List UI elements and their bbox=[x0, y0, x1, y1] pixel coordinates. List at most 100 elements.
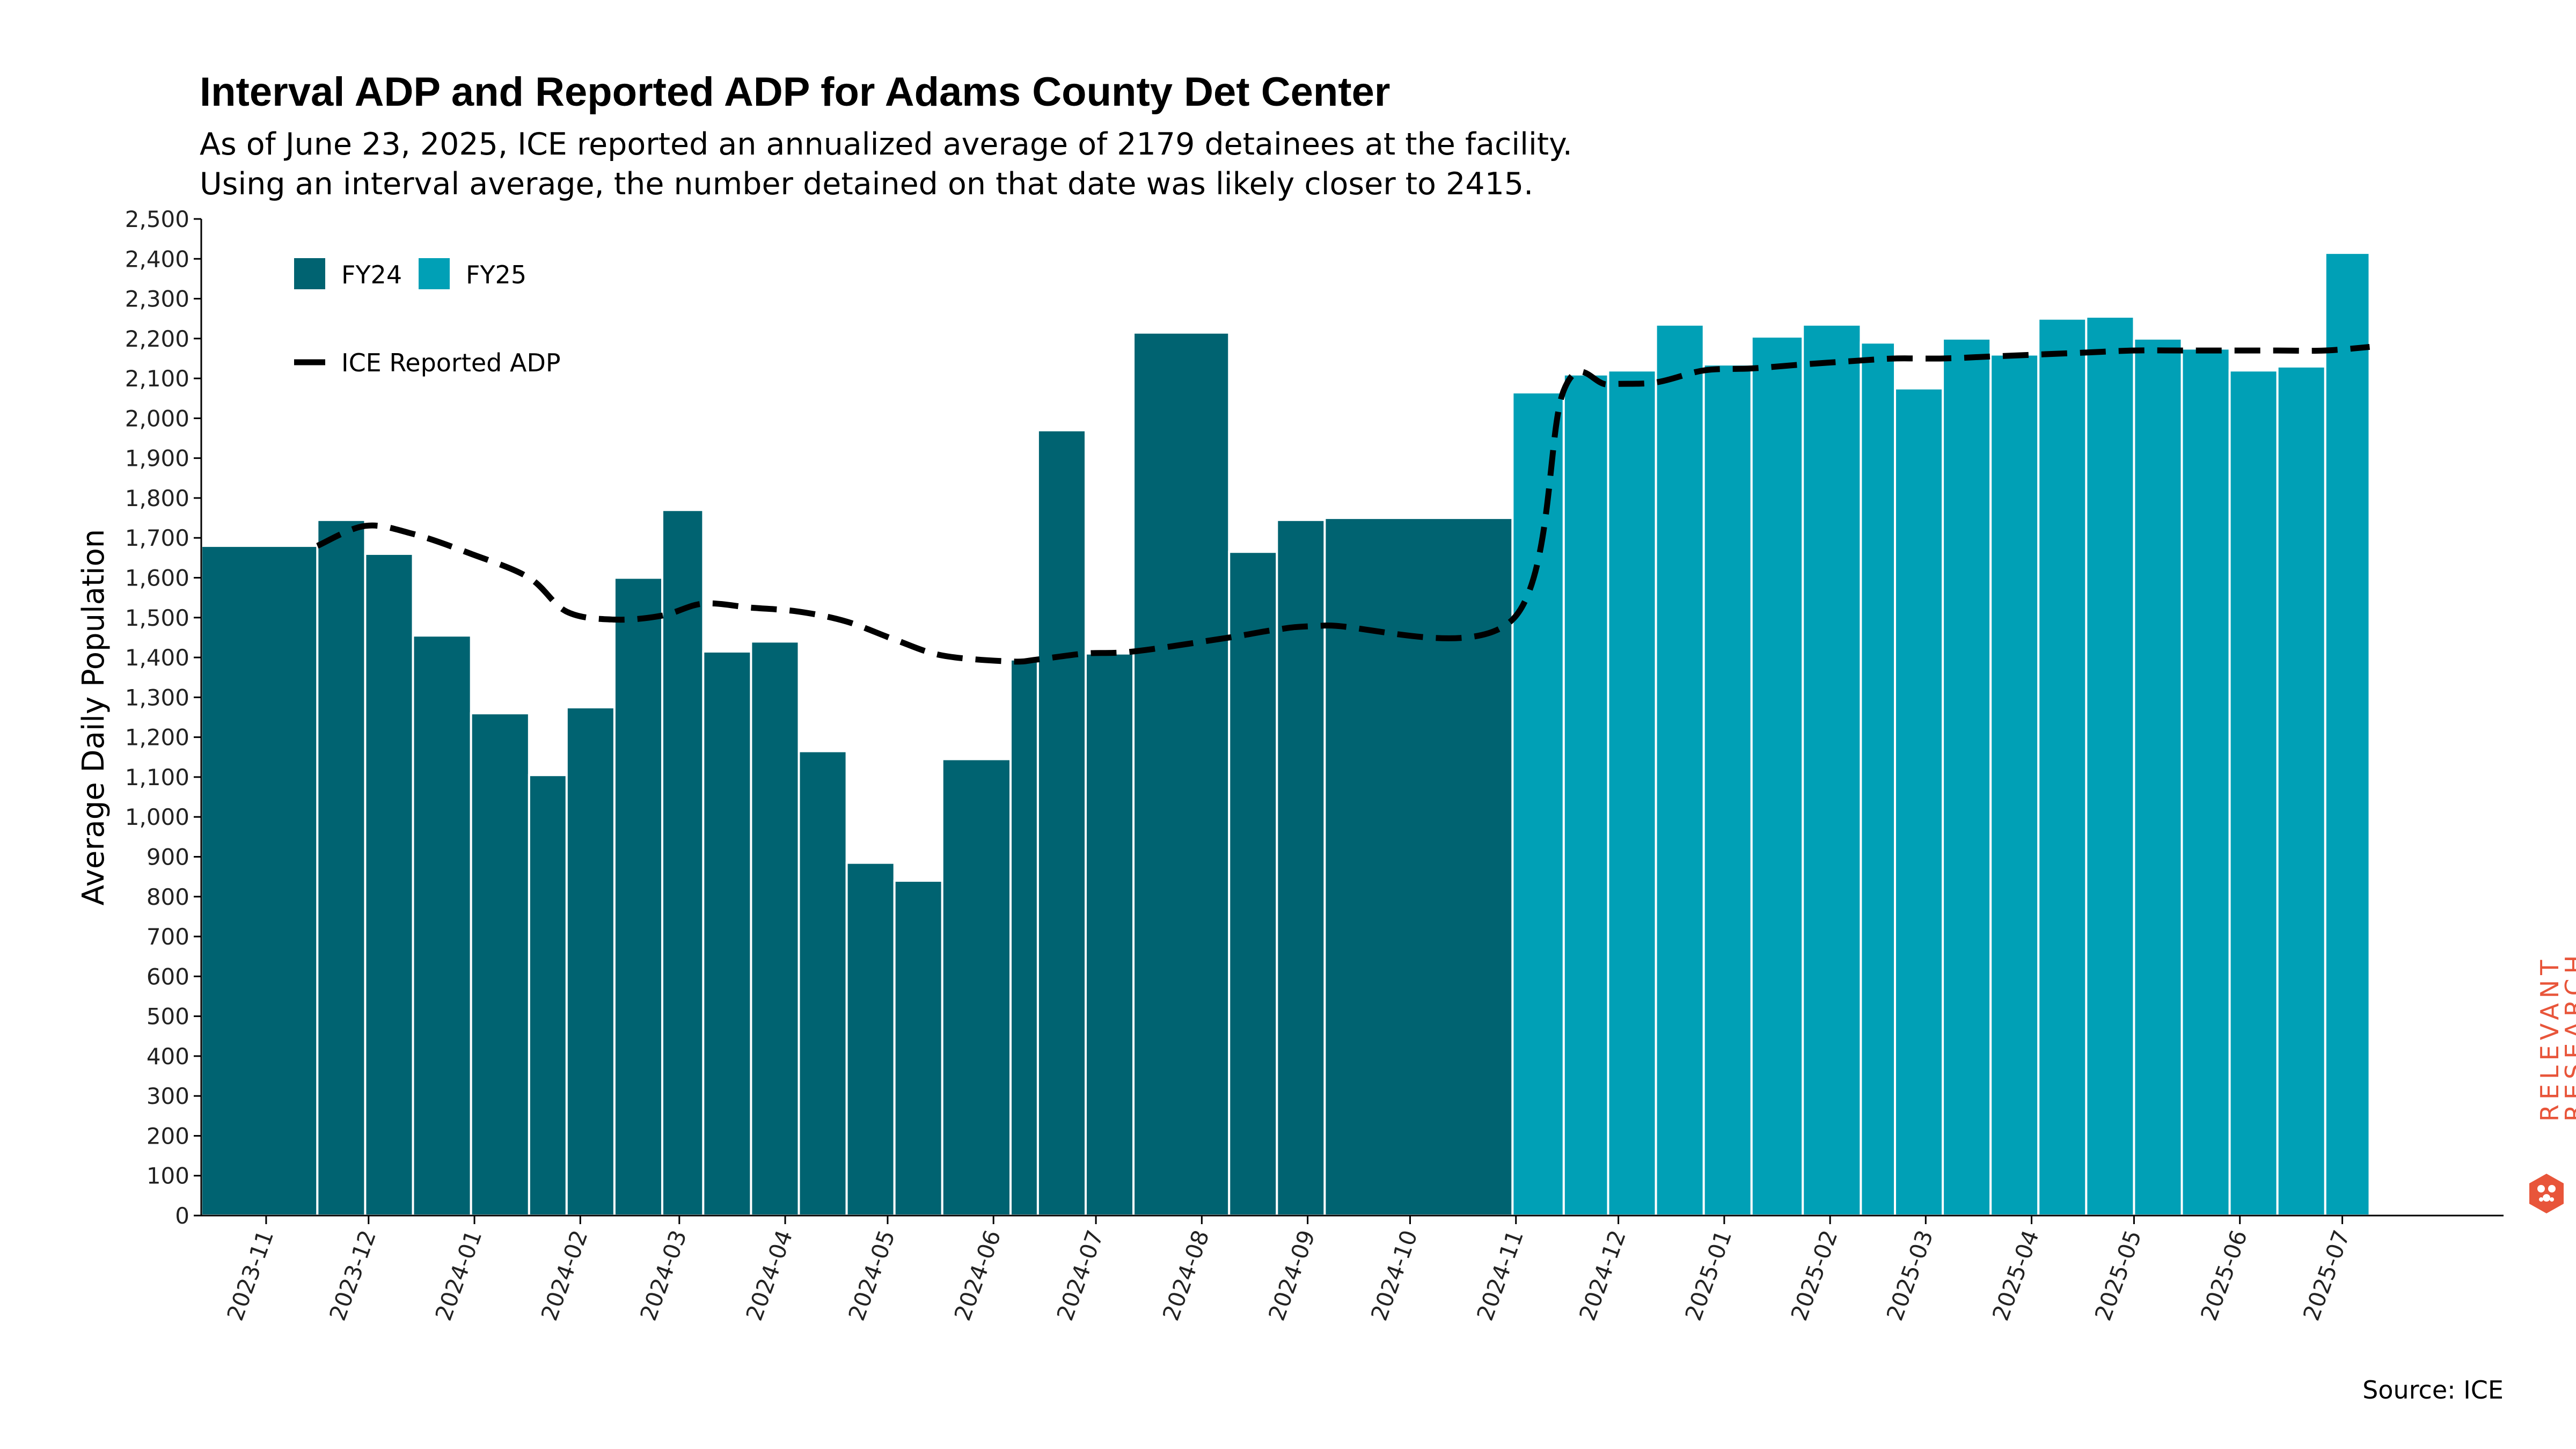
bar-fy24-5 bbox=[528, 774, 568, 1217]
y-tick-label: 1,200 bbox=[125, 724, 189, 751]
bar-fy24-7 bbox=[613, 576, 663, 1217]
bar-fy25-6 bbox=[1802, 323, 1862, 1217]
y-tick-label: 800 bbox=[147, 884, 189, 910]
legend-swatch-fy24 bbox=[294, 258, 325, 289]
x-tick-label: 2024-05 bbox=[843, 1227, 900, 1324]
y-tick-label: 400 bbox=[147, 1043, 189, 1070]
bar-fy25-9 bbox=[1942, 337, 1992, 1217]
x-tick-label: 2024-11 bbox=[1472, 1227, 1528, 1324]
bar-fy24-11 bbox=[797, 750, 848, 1217]
subtitle-line-2: Using an interval average, the number de… bbox=[200, 166, 1534, 202]
bar-fy24-1 bbox=[316, 518, 367, 1217]
bar-fy24-9 bbox=[702, 650, 752, 1217]
bar-fy25-0 bbox=[1511, 391, 1565, 1217]
legend-label-fy24: FY24 bbox=[341, 260, 402, 289]
bar-fy24-10 bbox=[750, 640, 800, 1217]
bar-fy24-17 bbox=[1085, 652, 1135, 1217]
x-tick-label: 2025-02 bbox=[1785, 1227, 1842, 1324]
y-tick-label: 200 bbox=[147, 1123, 189, 1149]
bar-fy24-13 bbox=[893, 880, 943, 1217]
bar-fy24-6 bbox=[565, 706, 616, 1217]
x-tick-label: 2024-06 bbox=[949, 1227, 1006, 1324]
x-tick-label: 2024-01 bbox=[430, 1227, 487, 1324]
bar-fy25-2 bbox=[1607, 369, 1657, 1217]
y-tick-label: 1,600 bbox=[125, 565, 189, 591]
chart-subtitle: As of June 23, 2025, ICE reported an ann… bbox=[200, 125, 1572, 204]
x-tick-label: 2025-03 bbox=[1882, 1227, 1938, 1324]
bar-fy24-2 bbox=[364, 552, 414, 1217]
bar-fy25-12 bbox=[2085, 315, 2135, 1217]
legend-label-fy25: FY25 bbox=[466, 260, 526, 289]
brand-wordmark: RELEVANT RESEARCH bbox=[2535, 950, 2576, 1122]
y-tick-label: 1,500 bbox=[125, 605, 189, 631]
bar-fy24-0 bbox=[200, 545, 319, 1217]
x-tick-label: 2025-01 bbox=[1680, 1227, 1737, 1324]
y-tick-label: 1,000 bbox=[125, 804, 189, 830]
bar-fy24-19 bbox=[1228, 551, 1278, 1217]
bars-layer bbox=[200, 252, 2371, 1217]
x-tick-label: 2023-12 bbox=[324, 1227, 381, 1324]
y-tick-label: 2,000 bbox=[125, 405, 189, 431]
y-tick-label: 1,300 bbox=[125, 684, 189, 711]
subtitle-line-1: As of June 23, 2025, ICE reported an ann… bbox=[200, 127, 1572, 162]
y-tick-label: 0 bbox=[175, 1203, 189, 1229]
bar-fy25-1 bbox=[1562, 373, 1609, 1217]
bar-fy24-16 bbox=[1036, 429, 1087, 1217]
legend-swatch-fy25 bbox=[419, 258, 450, 289]
x-tick-label: 2024-07 bbox=[1051, 1227, 1108, 1324]
bar-fy24-3 bbox=[412, 634, 472, 1217]
y-tick-label: 2,300 bbox=[125, 286, 189, 312]
bar-fy24-15 bbox=[1009, 658, 1039, 1217]
bar-fy25-5 bbox=[1750, 335, 1804, 1217]
x-tick-label: 2024-10 bbox=[1366, 1227, 1423, 1324]
x-tick-label: 2024-09 bbox=[1263, 1227, 1320, 1324]
bar-fy24-12 bbox=[845, 861, 896, 1217]
y-tick-label: 1,800 bbox=[125, 485, 189, 511]
y-tick-label: 700 bbox=[147, 924, 189, 950]
y-tick-label: 2,500 bbox=[125, 206, 189, 232]
x-tick-label: 2025-04 bbox=[1987, 1227, 2044, 1324]
x-tick-label: 2024-02 bbox=[536, 1227, 593, 1324]
bar-fy25-16 bbox=[2276, 365, 2326, 1217]
y-axis-label: Average Daily Population bbox=[76, 529, 111, 905]
bar-fy25-15 bbox=[2228, 369, 2279, 1217]
x-tick-label: 2024-03 bbox=[635, 1227, 692, 1324]
y-tick-label: 2,200 bbox=[125, 326, 189, 352]
chart-title: Interval ADP and Reported ADP for Adams … bbox=[200, 69, 1391, 115]
bar-fy25-4 bbox=[1702, 363, 1753, 1217]
brand-line-1: RELEVANT bbox=[2535, 955, 2564, 1122]
y-tick-label: 1,100 bbox=[125, 764, 189, 791]
brand-line-2: RESEARCH bbox=[2560, 950, 2576, 1122]
ice-reported-adp-line bbox=[316, 343, 2370, 665]
y-tick-label: 1,900 bbox=[125, 445, 189, 472]
legend-label-ice-adp: ICE Reported ADP bbox=[341, 348, 561, 377]
bar-fy25-11 bbox=[2037, 317, 2088, 1217]
bar-fy25-3 bbox=[1655, 323, 1705, 1217]
bar-fy24-8 bbox=[661, 509, 705, 1217]
x-tick-label: 2025-05 bbox=[2090, 1227, 2147, 1324]
bar-fy25-13 bbox=[2133, 337, 2183, 1217]
bar-fy25-8 bbox=[1894, 387, 1944, 1217]
bar-fy24-18 bbox=[1132, 331, 1231, 1217]
bar-fy25-7 bbox=[1860, 341, 1897, 1217]
x-tick-label: 2023-11 bbox=[222, 1227, 279, 1324]
legend: FY24 FY25 ICE Reported ADP bbox=[294, 258, 561, 377]
source-note: Source: ICE bbox=[2362, 1375, 2504, 1404]
y-tick-label: 1,700 bbox=[125, 525, 189, 551]
bar-fy25-10 bbox=[1989, 353, 2040, 1217]
y-tick-label: 900 bbox=[147, 844, 189, 870]
line-layer bbox=[316, 343, 2370, 665]
bar-fy25-14 bbox=[2180, 347, 2231, 1217]
x-tick-label: 2025-06 bbox=[2196, 1227, 2252, 1324]
bar-fy24-14 bbox=[941, 758, 1012, 1217]
y-tick-label: 2,400 bbox=[125, 246, 189, 272]
x-tick-label: 2024-04 bbox=[741, 1227, 797, 1324]
y-tick-label: 300 bbox=[147, 1083, 189, 1109]
y-tick-label: 2,100 bbox=[125, 365, 189, 392]
y-tick-label: 1,400 bbox=[125, 645, 189, 671]
y-tick-label: 500 bbox=[147, 1004, 189, 1030]
bar-fy24-4 bbox=[470, 712, 530, 1217]
hexagon-logo-icon bbox=[2529, 1174, 2564, 1213]
bar-fy24-21 bbox=[1323, 517, 1514, 1217]
